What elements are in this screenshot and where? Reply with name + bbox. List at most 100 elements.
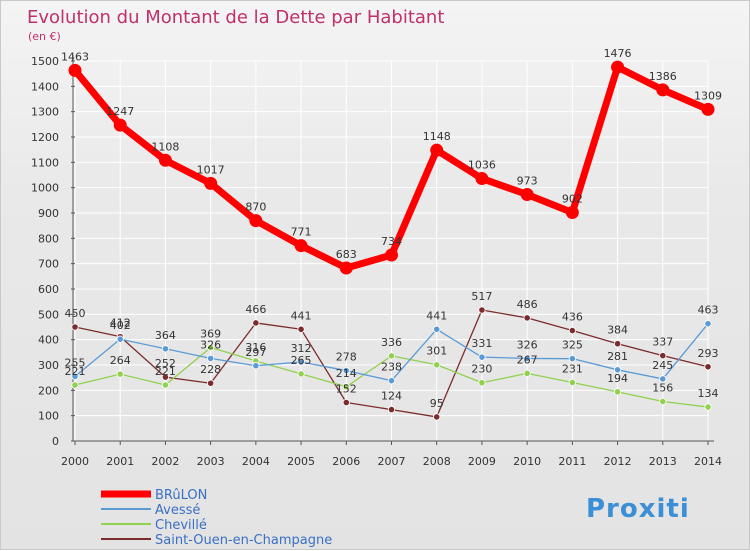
chart-title: Evolution du Montant de la Dette par Hab… xyxy=(27,7,444,28)
x-tick-label: 2010 xyxy=(513,455,541,468)
x-tick-label: 2011 xyxy=(558,455,586,468)
data-point xyxy=(613,388,622,396)
y-tick-label: 100 xyxy=(38,410,59,423)
data-point xyxy=(161,381,170,389)
y-tick-label: 800 xyxy=(38,232,59,245)
data-point xyxy=(523,354,531,363)
data-point xyxy=(430,143,444,157)
data-point xyxy=(71,381,79,389)
data-label: 265 xyxy=(291,354,312,367)
data-point xyxy=(659,397,667,406)
data-label: 771 xyxy=(291,226,312,239)
data-point xyxy=(387,377,396,385)
data-label: 384 xyxy=(607,324,628,337)
data-label: 517 xyxy=(471,290,492,303)
data-label: 1036 xyxy=(468,159,496,172)
data-labels: 1463 1247 1108 1017 870 771 683 734 1148 1036 973 9… xyxy=(61,47,722,410)
y-tick-label: 1200 xyxy=(31,131,59,144)
x-tick-label: 2012 xyxy=(604,455,632,468)
data-label: 870 xyxy=(245,201,266,214)
data-label: 281 xyxy=(607,350,628,363)
data-point xyxy=(204,176,218,190)
y-tick-label: 700 xyxy=(38,258,59,271)
data-label: 1017 xyxy=(197,163,225,176)
data-label: 255 xyxy=(65,356,86,369)
data-label: 1309 xyxy=(694,89,722,102)
data-point xyxy=(252,319,260,327)
y-tick-label: 1000 xyxy=(31,182,59,195)
data-point xyxy=(565,205,579,219)
data-label: 230 xyxy=(471,363,492,376)
y-tick-label: 1100 xyxy=(31,156,59,169)
x-tick-label: 2002 xyxy=(151,455,179,468)
data-label: 301 xyxy=(426,345,447,358)
data-label: 124 xyxy=(381,390,402,403)
data-point xyxy=(704,320,712,328)
axes: 0 100 200 300 400 500 600 700 800 900 1000 1100 1200… xyxy=(31,55,722,468)
data-point xyxy=(478,353,486,361)
data-label: 412 xyxy=(110,317,131,330)
data-point xyxy=(701,102,715,116)
data-point xyxy=(161,345,170,353)
chart-subtitle: (en €) xyxy=(28,30,61,43)
data-label: 1108 xyxy=(151,140,179,153)
legend-label: Saint-Ouen-en-Champagne xyxy=(155,533,332,548)
data-point xyxy=(71,323,79,331)
data-label: 326 xyxy=(200,338,221,351)
data-point xyxy=(116,335,124,343)
data-label: 441 xyxy=(426,309,447,322)
data-point xyxy=(568,326,576,335)
data-point xyxy=(704,363,712,371)
data-label: 402 xyxy=(110,319,131,332)
legend: BRûLONAvesséChevilléSaint-Ouen-en-Champa… xyxy=(101,488,332,548)
data-label: 316 xyxy=(245,341,266,354)
data-label: 902 xyxy=(562,192,583,205)
data-label: 331 xyxy=(471,337,492,350)
data-point xyxy=(568,355,576,363)
data-label: 1386 xyxy=(649,70,677,83)
series-group xyxy=(68,60,715,421)
x-tick-label: 2004 xyxy=(242,455,270,468)
data-point xyxy=(478,379,486,387)
data-point xyxy=(297,370,305,378)
data-label: 441 xyxy=(291,309,312,322)
y-tick-label: 1400 xyxy=(31,80,59,93)
legend-label: Avessé xyxy=(155,503,200,518)
data-label: 267 xyxy=(517,353,538,366)
x-tick-label: 2014 xyxy=(694,455,722,468)
y-tick-label: 1300 xyxy=(31,106,59,119)
data-point xyxy=(433,325,441,333)
x-tick-label: 2007 xyxy=(378,455,406,468)
data-point xyxy=(659,352,667,360)
data-label: 463 xyxy=(698,304,719,317)
y-tick-label: 500 xyxy=(38,308,59,321)
data-label: 1476 xyxy=(604,47,632,60)
data-point xyxy=(207,343,215,352)
data-point xyxy=(207,379,215,387)
x-tick-label: 2000 xyxy=(61,455,89,468)
legend-label: BRûLON xyxy=(155,488,207,503)
data-label: 337 xyxy=(652,336,673,349)
data-label: 450 xyxy=(65,307,86,320)
data-point xyxy=(113,118,127,132)
y-tick-label: 0 xyxy=(52,435,59,448)
data-label: 214 xyxy=(336,367,357,380)
y-tick-label: 600 xyxy=(38,283,59,296)
data-point xyxy=(249,214,263,228)
data-point xyxy=(387,352,396,360)
data-point xyxy=(68,63,82,77)
data-point xyxy=(342,398,350,407)
data-point xyxy=(568,378,576,387)
data-point xyxy=(611,60,625,74)
proxiti-logo: Proxiti xyxy=(586,494,690,524)
y-tick-label: 900 xyxy=(38,207,59,220)
x-tick-label: 2003 xyxy=(197,455,225,468)
data-label: 293 xyxy=(698,347,719,360)
logo-text: Proxiti xyxy=(586,494,690,524)
data-point xyxy=(656,83,670,97)
data-label: 312 xyxy=(291,342,312,355)
data-point xyxy=(339,261,353,275)
data-label: 194 xyxy=(607,372,628,385)
data-point xyxy=(297,325,305,333)
data-label: 486 xyxy=(517,298,538,311)
